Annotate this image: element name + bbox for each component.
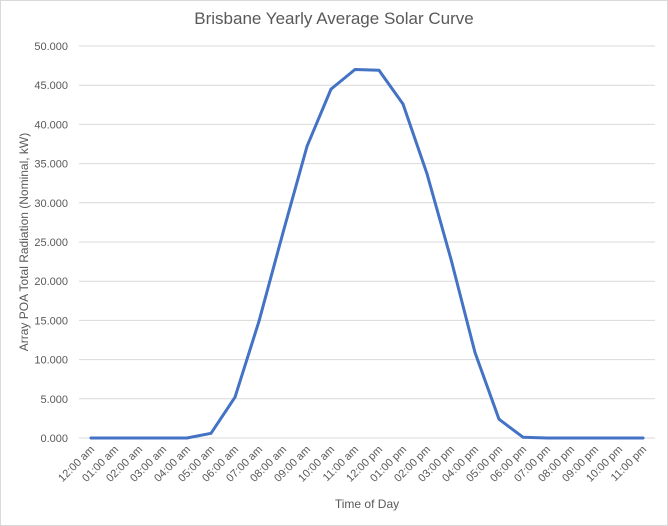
data-point xyxy=(521,435,525,439)
data-point xyxy=(89,436,93,440)
y-tick-label: 15.000 xyxy=(34,315,68,327)
y-tick-label: 5.000 xyxy=(40,394,68,406)
data-point xyxy=(161,436,165,440)
data-point xyxy=(137,436,141,440)
data-point xyxy=(281,231,285,234)
data-point xyxy=(209,431,213,435)
data-point xyxy=(425,172,429,176)
x-axis-label: Time of Day xyxy=(335,497,399,511)
gridlines xyxy=(79,45,655,400)
series-layer xyxy=(89,68,645,440)
y-tick-label: 35.000 xyxy=(34,159,68,171)
data-point xyxy=(497,417,501,421)
chart-title: Brisbane Yearly Average Solar Curve xyxy=(194,9,473,28)
data-point xyxy=(329,87,333,91)
y-tick-label: 25.000 xyxy=(34,237,68,249)
y-tick-label: 30.000 xyxy=(34,198,68,210)
y-axis-label: Array POA Total Radiation (Nominal, kW) xyxy=(17,133,31,352)
series-line xyxy=(89,68,645,440)
data-point xyxy=(617,436,621,440)
y-tick-label: 0.000 xyxy=(40,433,68,445)
y-tick-label: 45.000 xyxy=(34,80,68,92)
y-axis-ticks: 0.000 5.000 10.000 15.000 20.000 25.000 30.000… xyxy=(34,41,68,445)
data-point xyxy=(377,68,381,72)
data-point xyxy=(113,436,117,440)
data-point xyxy=(401,102,405,106)
y-tick-label: 40.000 xyxy=(34,119,68,131)
data-point xyxy=(593,436,597,440)
data-point xyxy=(305,144,309,148)
data-point xyxy=(641,436,645,440)
y-tick-label: 10.000 xyxy=(34,355,68,367)
data-point xyxy=(185,436,189,440)
data-point xyxy=(353,68,357,71)
data-point xyxy=(233,395,237,399)
data-point xyxy=(449,257,453,261)
y-tick-label: 50.000 xyxy=(34,41,68,53)
data-point xyxy=(569,436,573,440)
y-tick-label: 20.000 xyxy=(34,276,68,288)
data-point xyxy=(545,436,549,440)
data-point xyxy=(473,351,477,354)
data-point xyxy=(257,319,261,323)
